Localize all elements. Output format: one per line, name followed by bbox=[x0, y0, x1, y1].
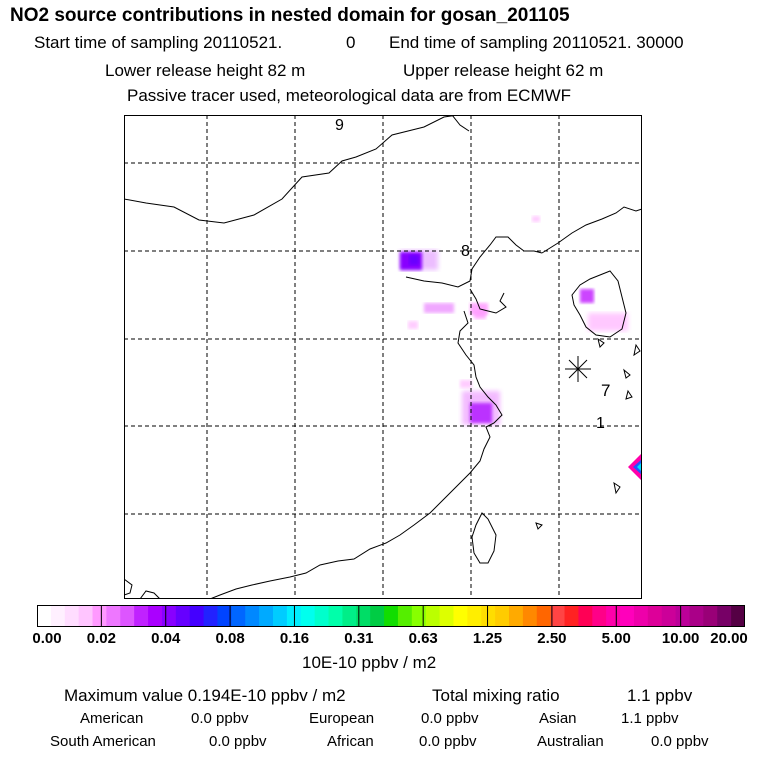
colorbar-swatch bbox=[467, 605, 482, 627]
colorbar-swatch bbox=[300, 605, 316, 627]
colorbar-swatch bbox=[536, 605, 552, 627]
colorbar-tick-label: 0.16 bbox=[279, 630, 310, 647]
colorbar-swatch bbox=[550, 605, 566, 627]
colorbar-swatch bbox=[37, 605, 52, 627]
upper-release-height: Upper release height 62 m bbox=[403, 61, 604, 80]
colorbar-swatch bbox=[203, 605, 219, 627]
tracer-note: Passive tracer used, meteorological data… bbox=[127, 86, 572, 105]
region-name-asian: Asian bbox=[539, 710, 577, 727]
map-panel: 9 8 7 1 bbox=[124, 115, 642, 599]
colorbar-swatch bbox=[217, 605, 232, 627]
colorbar-swatch bbox=[439, 605, 455, 627]
colorbar-swatch bbox=[606, 605, 621, 627]
colorbar-tick-label: 20.00 bbox=[710, 630, 748, 647]
map-frame bbox=[124, 115, 642, 599]
colorbar-swatch bbox=[134, 605, 149, 627]
start-time: Start time of sampling 20110521. bbox=[34, 33, 283, 52]
colorbar-swatch bbox=[675, 605, 691, 627]
colorbar-swatch bbox=[425, 605, 441, 627]
colorbar-tick-label: 2.50 bbox=[537, 630, 567, 647]
colorbar-swatch bbox=[328, 605, 344, 627]
colorbar-tick-label: 10.00 bbox=[661, 630, 700, 647]
colorbar-swatch bbox=[231, 605, 246, 627]
colorbar-swatch bbox=[161, 605, 177, 627]
concentration-plumes bbox=[400, 216, 642, 481]
colorbar-swatch bbox=[620, 605, 635, 627]
colorbar-tick-label: 0.02 bbox=[86, 630, 116, 647]
region-name-american: American bbox=[80, 710, 144, 727]
colorbar-tick-label: 0.08 bbox=[215, 630, 245, 647]
grid-lines bbox=[124, 115, 642, 599]
colorbar-tick-label: 1.25 bbox=[472, 630, 503, 647]
colorbar-swatch bbox=[592, 605, 607, 627]
region-name-south-american: South American bbox=[50, 733, 156, 750]
colorbar-swatch bbox=[453, 605, 468, 627]
map-label-1: 1 bbox=[596, 415, 605, 432]
start-hour: 0 bbox=[346, 33, 356, 52]
region-value-south-american: 0.0 ppbv bbox=[209, 733, 267, 750]
map-label-7: 7 bbox=[601, 381, 610, 400]
colorbar-swatch bbox=[411, 605, 427, 627]
colorbar-swatch bbox=[370, 605, 385, 627]
colorbar-swatch bbox=[273, 605, 288, 627]
region-name-european: European bbox=[309, 710, 375, 727]
colorbar-swatch bbox=[731, 605, 745, 627]
colorbar-tick-label: 0.00 bbox=[32, 630, 62, 647]
region-value-asian: 1.1 ppbv bbox=[621, 710, 679, 727]
colorbar-tick-label: 0.63 bbox=[408, 630, 438, 647]
colorbar-swatch bbox=[92, 605, 108, 627]
colorbar-swatch bbox=[189, 605, 205, 627]
colorbar-swatch bbox=[120, 605, 135, 627]
end-time: End time of sampling 20110521. 30000 bbox=[389, 33, 684, 52]
colorbar-swatch bbox=[481, 605, 496, 627]
maximum-value: Maximum value 0.194E-10 ppbv / m2 bbox=[64, 686, 346, 705]
colorbar-swatch bbox=[717, 605, 732, 627]
colorbar-swatch bbox=[259, 605, 274, 627]
colorbar bbox=[37, 605, 745, 627]
region-value-american: 0.0 ppbv bbox=[191, 710, 249, 727]
colorbar-swatch bbox=[78, 605, 94, 627]
colorbar-swatch bbox=[522, 605, 538, 627]
region-name-african: African bbox=[327, 733, 374, 750]
total-mixing-ratio-label: Total mixing ratio bbox=[432, 686, 560, 705]
colorbar-swatch bbox=[245, 605, 260, 627]
colorbar-tick-label: 5.00 bbox=[601, 630, 631, 647]
colorbar-tick-label: 0.04 bbox=[151, 630, 181, 647]
colorbar-units: 10E-10 ppbv / m2 bbox=[302, 653, 437, 672]
colorbar-swatch bbox=[647, 605, 663, 627]
region-value-african: 0.0 ppbv bbox=[419, 733, 477, 750]
colorbar-swatch bbox=[342, 605, 357, 627]
map-label-8: 8 bbox=[461, 243, 470, 260]
colorbar-swatch bbox=[50, 605, 66, 627]
colorbar-swatch bbox=[509, 605, 524, 627]
map-label-9: 9 bbox=[335, 117, 344, 134]
lower-release-height: Lower release height 82 m bbox=[105, 61, 306, 80]
colorbar-swatch bbox=[495, 605, 510, 627]
colorbar-swatch bbox=[703, 605, 718, 627]
colorbar-swatch bbox=[64, 605, 80, 627]
region-name-australian: Australian bbox=[537, 733, 604, 750]
receptor-star-marker bbox=[565, 356, 591, 382]
plot-title: NO2 source contributions in nested domai… bbox=[10, 5, 570, 26]
colorbar-tick-label: 0.31 bbox=[344, 630, 374, 647]
colorbar-frame bbox=[37, 605, 745, 627]
colorbar-swatch bbox=[314, 605, 330, 627]
colorbar-swatch bbox=[106, 605, 121, 627]
colorbar-swatch bbox=[689, 605, 704, 627]
total-mixing-ratio-value: 1.1 ppbv bbox=[627, 686, 693, 705]
coastlines bbox=[124, 115, 642, 599]
colorbar-swatch bbox=[564, 605, 580, 627]
colorbar-swatch bbox=[384, 605, 399, 627]
region-value-australian: 0.0 ppbv bbox=[651, 733, 709, 750]
region-value-european: 0.0 ppbv bbox=[421, 710, 479, 727]
colorbar-swatch bbox=[356, 605, 371, 627]
colorbar-swatch bbox=[397, 605, 413, 627]
colorbar-swatch bbox=[578, 605, 593, 627]
colorbar-swatch bbox=[175, 605, 191, 627]
colorbar-swatch bbox=[661, 605, 677, 627]
colorbar-swatch bbox=[148, 605, 163, 627]
colorbar-swatch bbox=[633, 605, 649, 627]
